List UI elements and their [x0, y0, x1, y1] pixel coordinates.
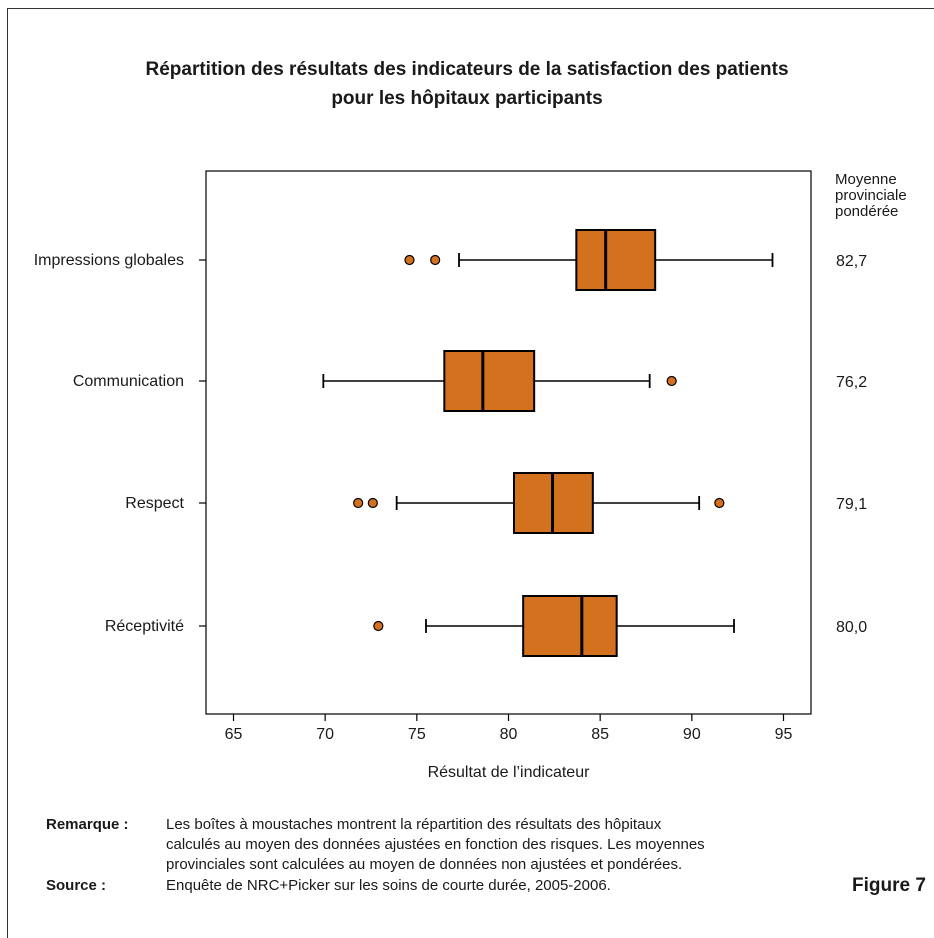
- x-tick-label-70: 70: [316, 726, 334, 743]
- row-1-box: [575, 229, 657, 291]
- mean-header-line-2: provinciale: [835, 187, 907, 204]
- row-3-category-label: Respect: [125, 495, 184, 512]
- row-4-outlier-1: [373, 620, 384, 632]
- row-3-outlier-1: [353, 497, 364, 509]
- x-tick-label-90: 90: [683, 726, 701, 743]
- chart-title: Répartition des résultats des indicateur…: [0, 55, 934, 113]
- mean-header-line-1: Moyenne: [835, 171, 897, 188]
- row-1-category-label: Impressions globales: [34, 252, 184, 269]
- figure-label: Figure 7: [852, 875, 926, 896]
- x-tick-label-95: 95: [775, 726, 793, 743]
- row-3-outlier-2: [367, 497, 378, 509]
- row-3-outlier-3: [714, 497, 725, 509]
- x-tick-label-80: 80: [500, 726, 518, 743]
- mean-header-line-3: pondérée: [835, 203, 898, 220]
- row-3-provincial-mean: 79,1: [836, 496, 867, 513]
- x-axis-title: Résultat de l’indicateur: [428, 764, 591, 781]
- note-text: Les boîtes à moustaches montrent la répa…: [166, 815, 866, 875]
- row-1-outlier-1: [404, 254, 415, 266]
- chart-title-line-2: pour les hôpitaux participants: [331, 88, 603, 109]
- row-4-category-label: Réceptivité: [105, 618, 184, 635]
- row-1-outlier-2: [430, 254, 441, 266]
- x-tick-label-65: 65: [225, 726, 243, 743]
- note-line-1: Les boîtes à moustaches montrent la répa…: [166, 816, 662, 833]
- x-tick-label-75: 75: [408, 726, 426, 743]
- row-2-box: [443, 350, 536, 412]
- note-line-2: calculés au moyen des données ajustées e…: [166, 836, 705, 853]
- row-2-category-label: Communication: [73, 373, 184, 390]
- x-tick-label-85: 85: [591, 726, 609, 743]
- figure-frame: [7, 8, 934, 938]
- row-2-provincial-mean: 76,2: [836, 374, 867, 391]
- source-text: Enquête de NRC+Picker sur les soins de c…: [166, 877, 611, 894]
- row-4-box: [522, 595, 618, 657]
- note-label: Remarque :: [46, 816, 129, 833]
- row-1-provincial-mean: 82,7: [836, 253, 867, 270]
- source-label: Source :: [46, 877, 107, 894]
- chart-title-line-1: Répartition des résultats des indicateur…: [145, 59, 789, 80]
- plot-area: [205, 170, 812, 715]
- row-4-provincial-mean: 80,0: [836, 619, 867, 636]
- note-line-3: provinciales sont calculées au moyen de …: [166, 856, 683, 873]
- row-2-outlier-1: [666, 375, 677, 387]
